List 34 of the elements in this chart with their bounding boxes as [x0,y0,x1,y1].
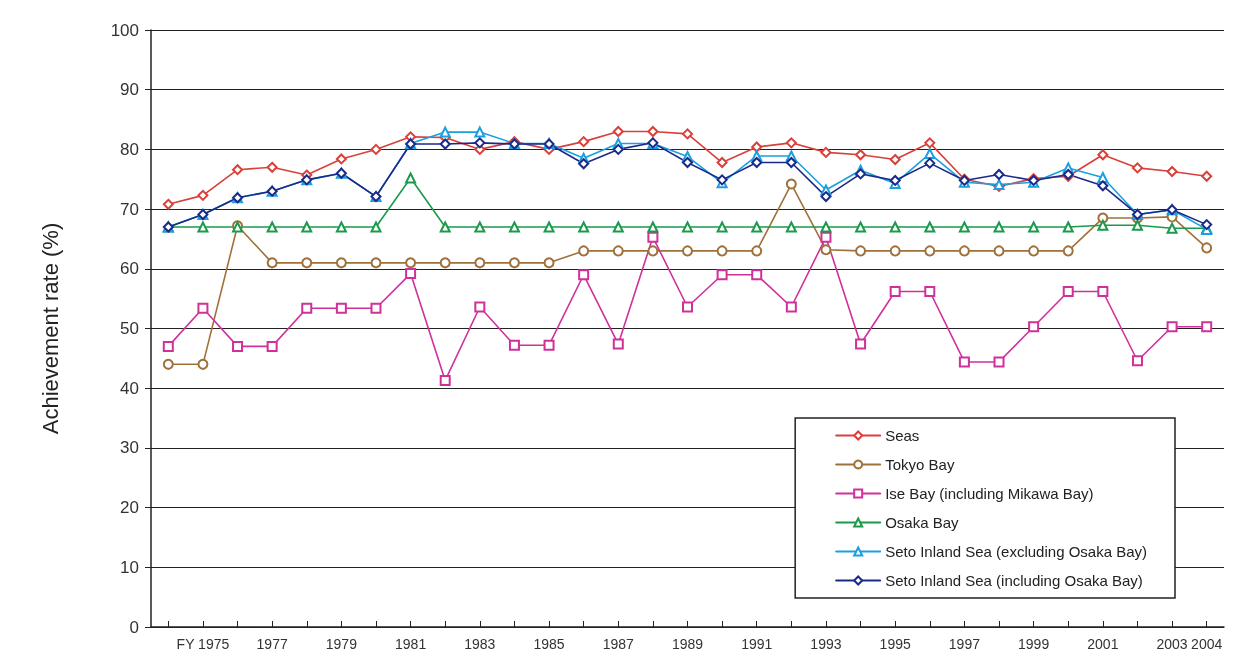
x-tick-label: 1993 [810,636,842,652]
legend-label: Tokyo Bay [885,456,955,473]
x-tick-label: 1997 [948,636,981,652]
legend-label: Seto Inland Sea (including Osaka Bay) [885,572,1143,589]
y-tick-label: 10 [120,557,139,577]
y-tick-label: 80 [120,139,139,159]
x-tick-label: 1987 [602,636,635,652]
x-tick-label: 2003 [1156,636,1188,652]
x-tick-label: 1989 [671,636,704,652]
y-tick-label: 50 [120,319,139,338]
x-tick-label: 2001 [1087,636,1119,652]
y-tick-label: 20 [120,498,139,518]
legend-label: Seas [885,427,920,444]
x-tick-label: 1985 [533,636,565,652]
x-tick-label: 1979 [325,636,358,652]
x-tick-label: 1999 [1018,636,1050,652]
y-axis-title: Achievement rate (%) [37,222,63,435]
x-tick-label: 1991 [741,636,773,652]
legend-label: Ise Bay (including Mikawa Bay) [885,485,1094,502]
y-tick-label: 30 [120,438,139,458]
legend-label: Osaka Bay [885,514,960,531]
x-tick-label: 2004 [1191,636,1223,652]
y-tick-label: 70 [120,199,139,219]
y-tick-label: 90 [120,80,139,100]
legend-label: Seto Inland Sea (excluding Osaka Bay) [885,543,1148,560]
x-tick-label: 1977 [256,636,288,652]
x-tick-label: 1983 [464,636,496,652]
x-tick-label: 1981 [395,636,427,652]
y-tick-label: 60 [120,259,139,279]
x-tick-label: FY 1975 [176,636,230,652]
y-tick-label: 100 [110,20,139,40]
y-tick-label: 40 [120,378,139,398]
x-tick-label: 1995 [879,636,911,652]
y-tick-label: 0 [129,617,139,637]
